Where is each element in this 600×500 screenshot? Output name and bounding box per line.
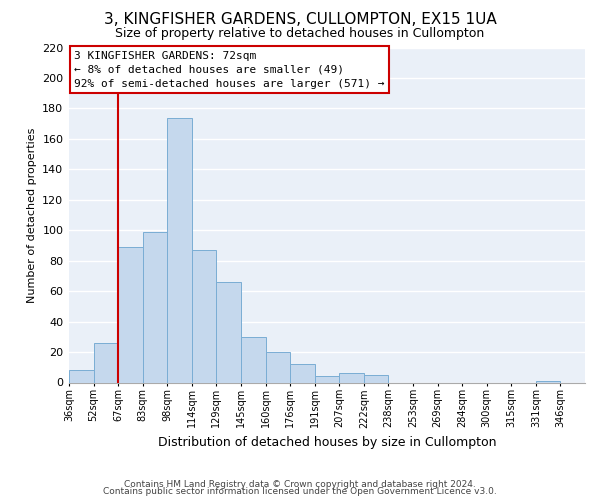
Bar: [69, 370, 94, 382]
Bar: [315, 376, 339, 382]
Text: Size of property relative to detached houses in Cullompton: Size of property relative to detached ho…: [115, 28, 485, 40]
Bar: [339, 374, 364, 382]
Bar: [192, 250, 217, 382]
Bar: [241, 337, 266, 382]
Text: Contains HM Land Registry data © Crown copyright and database right 2024.: Contains HM Land Registry data © Crown c…: [124, 480, 476, 489]
Bar: [536, 381, 560, 382]
Bar: [143, 232, 167, 382]
Text: 3 KINGFISHER GARDENS: 72sqm
← 8% of detached houses are smaller (49)
92% of semi: 3 KINGFISHER GARDENS: 72sqm ← 8% of deta…: [74, 51, 385, 89]
Bar: [167, 118, 192, 382]
Bar: [118, 247, 143, 382]
Text: 3, KINGFISHER GARDENS, CULLOMPTON, EX15 1UA: 3, KINGFISHER GARDENS, CULLOMPTON, EX15 …: [104, 12, 496, 28]
Bar: [266, 352, 290, 382]
Y-axis label: Number of detached properties: Number of detached properties: [26, 128, 37, 302]
X-axis label: Distribution of detached houses by size in Cullompton: Distribution of detached houses by size …: [158, 436, 496, 449]
Bar: [364, 375, 388, 382]
Bar: [290, 364, 315, 382]
Text: Contains public sector information licensed under the Open Government Licence v3: Contains public sector information licen…: [103, 487, 497, 496]
Bar: [217, 282, 241, 382]
Bar: [94, 343, 118, 382]
